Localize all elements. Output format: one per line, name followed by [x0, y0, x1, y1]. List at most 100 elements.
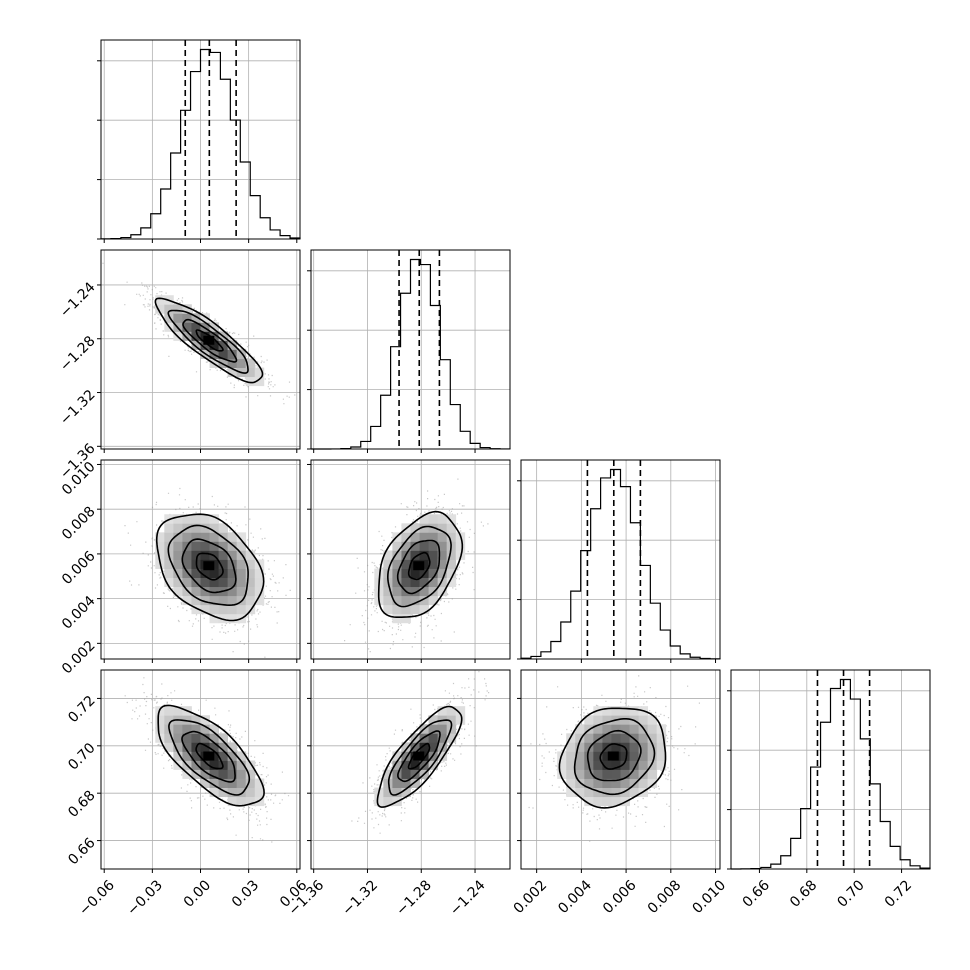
density-cell [209, 577, 219, 588]
contour-level-1 [407, 551, 431, 581]
density-cell [191, 331, 201, 341]
density-cell [629, 706, 639, 716]
y-tick-label: −1.28 [57, 333, 99, 375]
density-cell [383, 604, 393, 615]
density-cell [236, 751, 247, 761]
density-cell [191, 604, 201, 615]
density-cell [191, 313, 201, 323]
density-cell [401, 613, 411, 624]
x-tick-label: 0.004 [555, 877, 595, 917]
density-cell [209, 340, 219, 350]
density-cell [566, 742, 576, 752]
density-cell [236, 349, 247, 359]
density-cell [647, 751, 658, 761]
density-peak [203, 751, 215, 761]
density-cell [392, 577, 402, 588]
density-cell [593, 760, 603, 770]
density-cell [593, 787, 603, 798]
density-cell [647, 715, 658, 725]
scatter-content [311, 670, 510, 869]
density-cell [164, 733, 174, 743]
density-cell [602, 751, 612, 761]
density-cell [593, 742, 603, 752]
density-cell [236, 541, 247, 551]
density-cell [245, 769, 256, 779]
density-cell [401, 742, 411, 752]
x-tick-label: 0.006 [600, 877, 640, 917]
density-cell [245, 796, 256, 807]
scatter-content [521, 670, 720, 869]
density-cell [455, 541, 466, 551]
y-tick-label: 0.006 [59, 548, 99, 588]
density-cell [182, 322, 192, 332]
density-cell [164, 742, 174, 752]
density-cell [236, 559, 247, 569]
density-cell [410, 778, 420, 788]
density-cell [611, 796, 621, 807]
density-cell [611, 778, 621, 788]
density-cell [566, 760, 576, 770]
density-cell [629, 787, 639, 798]
density-cell [602, 760, 612, 770]
density-cell [629, 760, 639, 770]
density-cell [401, 769, 411, 779]
density-cell [584, 751, 594, 761]
density-cell [209, 586, 219, 597]
density-cell [191, 595, 201, 606]
density-cell [200, 514, 210, 524]
density-cell [593, 733, 603, 743]
density-cell [602, 769, 612, 779]
density-cell [173, 706, 183, 716]
density-cell [392, 760, 402, 770]
density-cell [419, 559, 429, 569]
density-cell [647, 769, 658, 779]
density-cell [437, 541, 448, 551]
density-cell [392, 541, 402, 551]
density-cell [227, 577, 238, 588]
density-cell [602, 778, 612, 788]
scatter-panel-3-1 [307, 669, 511, 873]
density-cell [182, 331, 192, 341]
density-cell [446, 715, 457, 725]
density-cell [200, 724, 210, 734]
scatter-panel-3-2 [517, 669, 721, 873]
density-cell [392, 604, 402, 615]
density-cell [602, 796, 612, 807]
density-cell [647, 724, 658, 734]
density-cell [236, 787, 247, 798]
scatter-frame-2-1 [310, 459, 511, 660]
density-cell [227, 769, 238, 779]
density-cell [209, 604, 219, 615]
density-cell [383, 559, 393, 569]
density-cell [200, 523, 210, 533]
density-cell [437, 733, 448, 743]
density-cell [401, 751, 411, 761]
density-cell [191, 541, 201, 551]
scatter-content [101, 250, 300, 449]
density-cell [191, 751, 201, 761]
density-cell [227, 751, 238, 761]
x-tick-label: 0.010 [689, 877, 729, 917]
scatter-points [344, 478, 489, 653]
density-cell [428, 742, 439, 752]
density-peak [413, 561, 425, 571]
density-cell [254, 568, 265, 578]
density-cell [245, 550, 256, 560]
contour-level-4 [154, 297, 264, 384]
density-cell [428, 733, 439, 743]
density-cell [218, 577, 229, 588]
density-cell [155, 295, 165, 305]
y-tick-label: −1.32 [57, 387, 99, 429]
density-cell [173, 751, 183, 761]
density-cell [437, 550, 448, 560]
scatter-frame-3-0 [100, 669, 301, 870]
density-cell [392, 613, 402, 624]
density-cell [164, 715, 174, 725]
density-cell [218, 787, 229, 798]
scatter-panel-2-1 [307, 459, 511, 663]
density-cell [209, 595, 219, 606]
density-cell [227, 568, 238, 578]
density-cell [446, 514, 457, 524]
x-tick-label: 0.00 [181, 877, 214, 910]
